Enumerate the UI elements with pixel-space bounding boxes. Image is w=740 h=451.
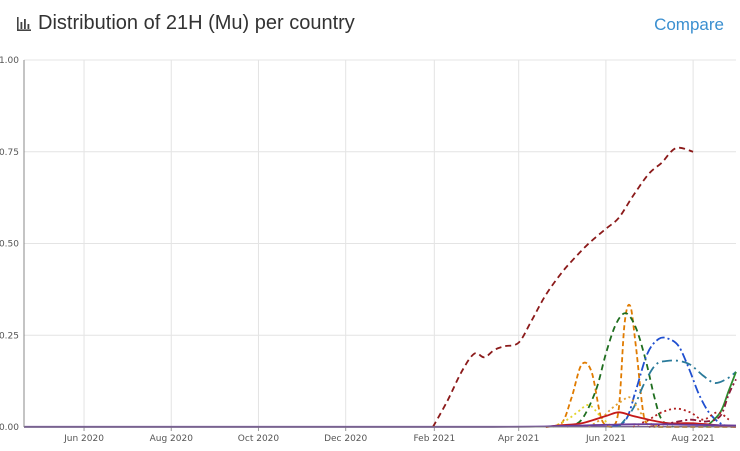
title-group: Distribution of 21H (Mu) per country bbox=[16, 12, 355, 35]
y-tick-label: 0.00 bbox=[0, 423, 19, 433]
series-line-9 bbox=[545, 411, 737, 428]
y-tick-label: 0.75 bbox=[0, 148, 19, 158]
series-line-11 bbox=[648, 378, 737, 428]
y-tick-label: 0.50 bbox=[0, 240, 19, 250]
series-line-2 bbox=[545, 303, 736, 428]
x-axis: Jun 2020 Aug 2020 Oct 2020 Dec 2020 Feb 2021… bbox=[63, 427, 715, 444]
y-tick-label: 0.25 bbox=[0, 331, 19, 341]
series-line-7 bbox=[588, 396, 662, 428]
series-line-5 bbox=[618, 359, 737, 428]
series-line-4 bbox=[611, 336, 732, 428]
series-line-6 bbox=[705, 371, 737, 428]
axes bbox=[23, 60, 736, 428]
x-tick-label: Apr 2021 bbox=[498, 434, 539, 444]
chart-header: Distribution of 21H (Mu) per country Com… bbox=[0, 0, 740, 52]
grid bbox=[24, 59, 736, 428]
series-line-8 bbox=[552, 404, 613, 428]
x-tick-label: Jun 2020 bbox=[63, 434, 104, 444]
compare-link[interactable]: Compare bbox=[654, 15, 724, 34]
series-group bbox=[24, 146, 737, 428]
series-line-1 bbox=[432, 146, 694, 428]
bar-chart-icon bbox=[17, 16, 31, 31]
x-tick-label: Jun 2021 bbox=[585, 434, 626, 444]
series-line-3 bbox=[566, 312, 674, 428]
series-line-10 bbox=[632, 407, 730, 428]
x-tick-label: Oct 2020 bbox=[238, 434, 280, 444]
x-tick-label: Feb 2021 bbox=[413, 434, 455, 444]
x-tick-label: Dec 2020 bbox=[324, 434, 367, 444]
x-tick-label: Aug 2020 bbox=[150, 434, 194, 444]
y-axis: 0.00 0.25 0.50 0.75 1.00 bbox=[0, 56, 19, 433]
x-tick-label: Aug 2021 bbox=[671, 434, 714, 444]
y-tick-label: 1.00 bbox=[0, 56, 19, 66]
chart-title: Distribution of 21H (Mu) per country bbox=[38, 12, 355, 34]
